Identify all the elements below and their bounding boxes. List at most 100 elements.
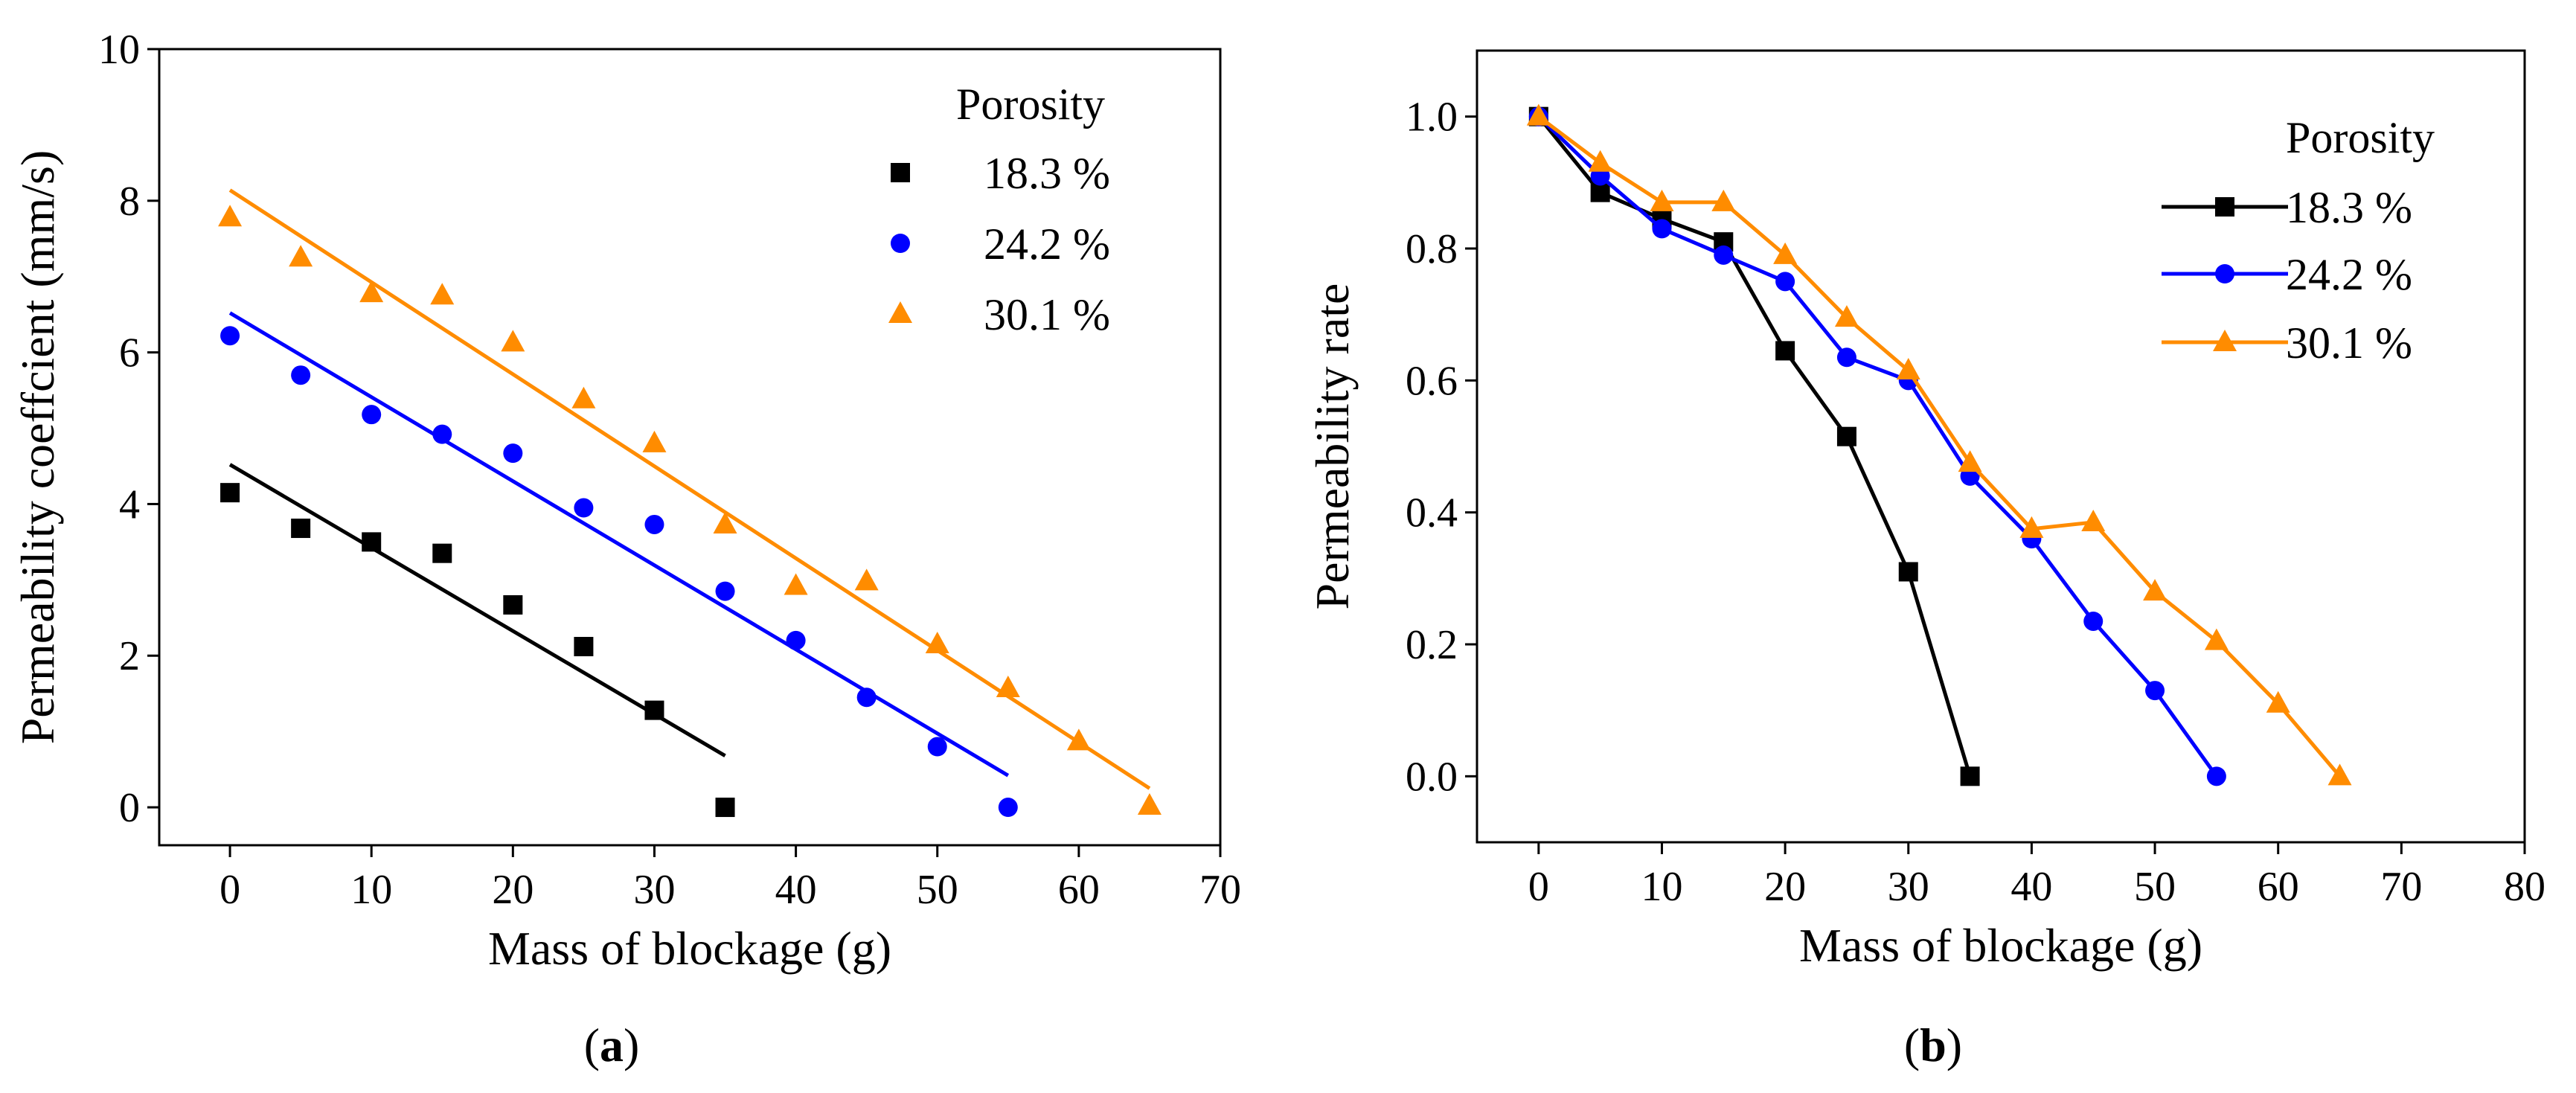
panel-label-part: b: [1920, 1019, 1947, 1071]
data-point: [1714, 245, 1734, 265]
data-point: [503, 594, 523, 615]
data-point: [927, 737, 947, 757]
y-tick-label: 4: [119, 481, 140, 528]
legend-label: 30.1 %: [984, 290, 1110, 339]
data-point: [925, 631, 949, 653]
data-point: [1526, 103, 1551, 126]
data-point: [1066, 728, 1091, 751]
x-tick-label: 10: [350, 867, 392, 913]
data-point: [1960, 766, 1980, 786]
legend-label: 18.3 %: [2286, 183, 2412, 232]
data-point: [432, 543, 452, 563]
x-tick-label: 20: [1764, 864, 1806, 910]
legend-marker: [2215, 264, 2234, 283]
data-point: [644, 700, 664, 720]
data-point: [2204, 628, 2229, 650]
panel-label: (a): [584, 1019, 640, 1071]
chart-panel-b: 0 10 20 30 40 50 60 70 80 0.0 0.2 0.4 0.6 0.8 1.0 Mass …: [1306, 49, 2545, 1071]
fit-line: [228, 188, 1151, 790]
x-tick-label: 30: [1888, 864, 1929, 910]
y-tick-label: 0.2: [1406, 622, 1458, 668]
data-point: [1836, 426, 1856, 446]
data-point: [2143, 579, 2168, 601]
data-point: [1775, 272, 1795, 292]
data-point: [503, 443, 523, 464]
data-point: [1137, 793, 1162, 815]
legend: Porosity 18.3 % 24.2 % 30.1 %: [888, 80, 1110, 339]
data-point: [998, 798, 1018, 818]
y-tick-label: 0.4: [1406, 490, 1458, 536]
series-242: [1528, 106, 2226, 786]
legend-marker: [888, 301, 912, 323]
x-tick-label: 60: [1058, 867, 1100, 913]
data-point: [362, 532, 382, 552]
data-point: [1650, 189, 1674, 211]
legend-marker: [2213, 330, 2237, 351]
x-tick-label: 60: [2258, 864, 2299, 910]
data-point: [2327, 763, 2352, 786]
data-point: [713, 511, 737, 533]
plot-frame: [158, 48, 1222, 847]
data-point: [291, 519, 311, 539]
data-point: [856, 687, 877, 708]
y-tick-label: 6: [119, 330, 140, 376]
data-point: [2019, 516, 2044, 538]
y-tick-label: 0.8: [1406, 226, 1458, 272]
series-301: [218, 188, 1162, 815]
x-tick-label: 0: [220, 867, 240, 913]
series-line: [1537, 115, 1972, 778]
y-axis-title: Permeability rate: [1306, 283, 1359, 610]
legend-marker: [2215, 197, 2234, 217]
legend-label: 24.2 %: [2286, 250, 2412, 299]
y-tick-label: 0: [119, 785, 140, 831]
data-point: [784, 573, 808, 595]
x-tick-label: 10: [1641, 864, 1682, 910]
x-tick-label: 40: [775, 867, 817, 913]
legend: Porosity 18.3 % 24.2 % 30.1 %: [2162, 113, 2435, 368]
x-tick-label: 70: [1199, 867, 1241, 913]
data-point: [2206, 766, 2226, 786]
series-line: [1537, 115, 2342, 778]
plot-frame: [1476, 49, 2526, 844]
data-point: [1773, 242, 1798, 264]
data-point: [854, 568, 879, 591]
data-point: [786, 630, 806, 650]
series-line: [1537, 115, 2218, 778]
legend-marker: [891, 163, 910, 182]
legend-title: Porosity: [2286, 113, 2435, 162]
series-301: [1526, 103, 2352, 786]
data-point: [501, 330, 525, 352]
x-axis-title: Mass of blockage (g): [1799, 919, 2202, 972]
data-point: [1652, 219, 1672, 239]
data-point: [1958, 450, 1982, 472]
legend-title: Porosity: [956, 80, 1105, 129]
data-point: [1896, 358, 1920, 380]
y-tick-label: 8: [119, 179, 140, 225]
panel-label-part: a: [600, 1019, 624, 1071]
data-point: [715, 798, 735, 818]
data-point: [1898, 562, 1918, 582]
data-point: [289, 245, 313, 267]
data-point: [1711, 189, 1736, 211]
fit-line: [228, 463, 726, 757]
series-183: [220, 463, 735, 818]
data-point: [220, 483, 240, 503]
data-point: [1834, 305, 1859, 327]
x-tick-label: 20: [492, 867, 534, 913]
data-point: [1775, 341, 1795, 361]
data-point: [291, 365, 311, 385]
x-tick-label: 0: [1528, 864, 1549, 910]
x-tick-label: 50: [2134, 864, 2176, 910]
data-point: [644, 514, 664, 534]
data-point: [2266, 690, 2290, 713]
data-point: [432, 424, 452, 444]
y-tick-label: 0.0: [1406, 754, 1458, 800]
legend-label: 18.3 %: [984, 149, 1110, 198]
data-point: [1590, 182, 1610, 202]
panel-label-part: ): [624, 1019, 639, 1071]
data-point: [574, 637, 594, 657]
data-point: [2145, 681, 2165, 701]
series-183: [1528, 106, 1980, 786]
